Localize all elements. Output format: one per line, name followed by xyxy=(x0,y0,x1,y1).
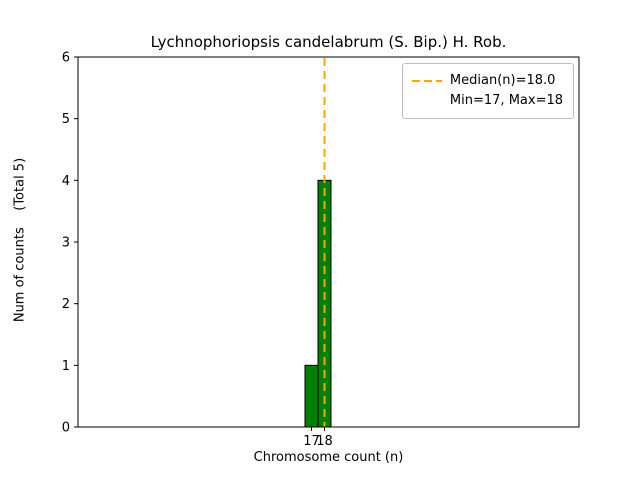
chart-title: Lychnophoriopsis candelabrum (S. Bip.) H… xyxy=(150,33,507,51)
y-tick-label: 4 xyxy=(62,174,70,189)
y-tick-label: 5 xyxy=(62,112,70,127)
median-dashed-line-icon xyxy=(411,71,442,91)
median-dashed-line-sample xyxy=(411,80,442,82)
y-tick-label: 3 xyxy=(62,236,70,251)
x-axis-label: Chromosome count (n) xyxy=(253,450,404,465)
x-tick-label: 18 xyxy=(316,434,333,449)
legend: Median(n)=18.0 Min=17, Max=18 xyxy=(401,63,574,119)
legend-label-median: Median(n)=18.0 xyxy=(449,73,556,88)
bar-n17 xyxy=(304,364,319,428)
legend-label-minmax: Min=17, Max=18 xyxy=(449,93,563,108)
y-axis-label: Num of counts (Total 5) xyxy=(12,157,28,323)
y-tick-label: 0 xyxy=(62,421,70,436)
legend-empty-handle xyxy=(412,91,442,111)
y-tick-label: 6 xyxy=(62,51,70,66)
legend-row-median: Median(n)=18.0 xyxy=(411,71,563,91)
y-tick-label: 1 xyxy=(62,359,70,374)
y-tick-label: 2 xyxy=(62,297,70,312)
legend-row-minmax: Min=17, Max=18 xyxy=(412,91,563,111)
x-tick-label: 17 xyxy=(303,434,320,449)
